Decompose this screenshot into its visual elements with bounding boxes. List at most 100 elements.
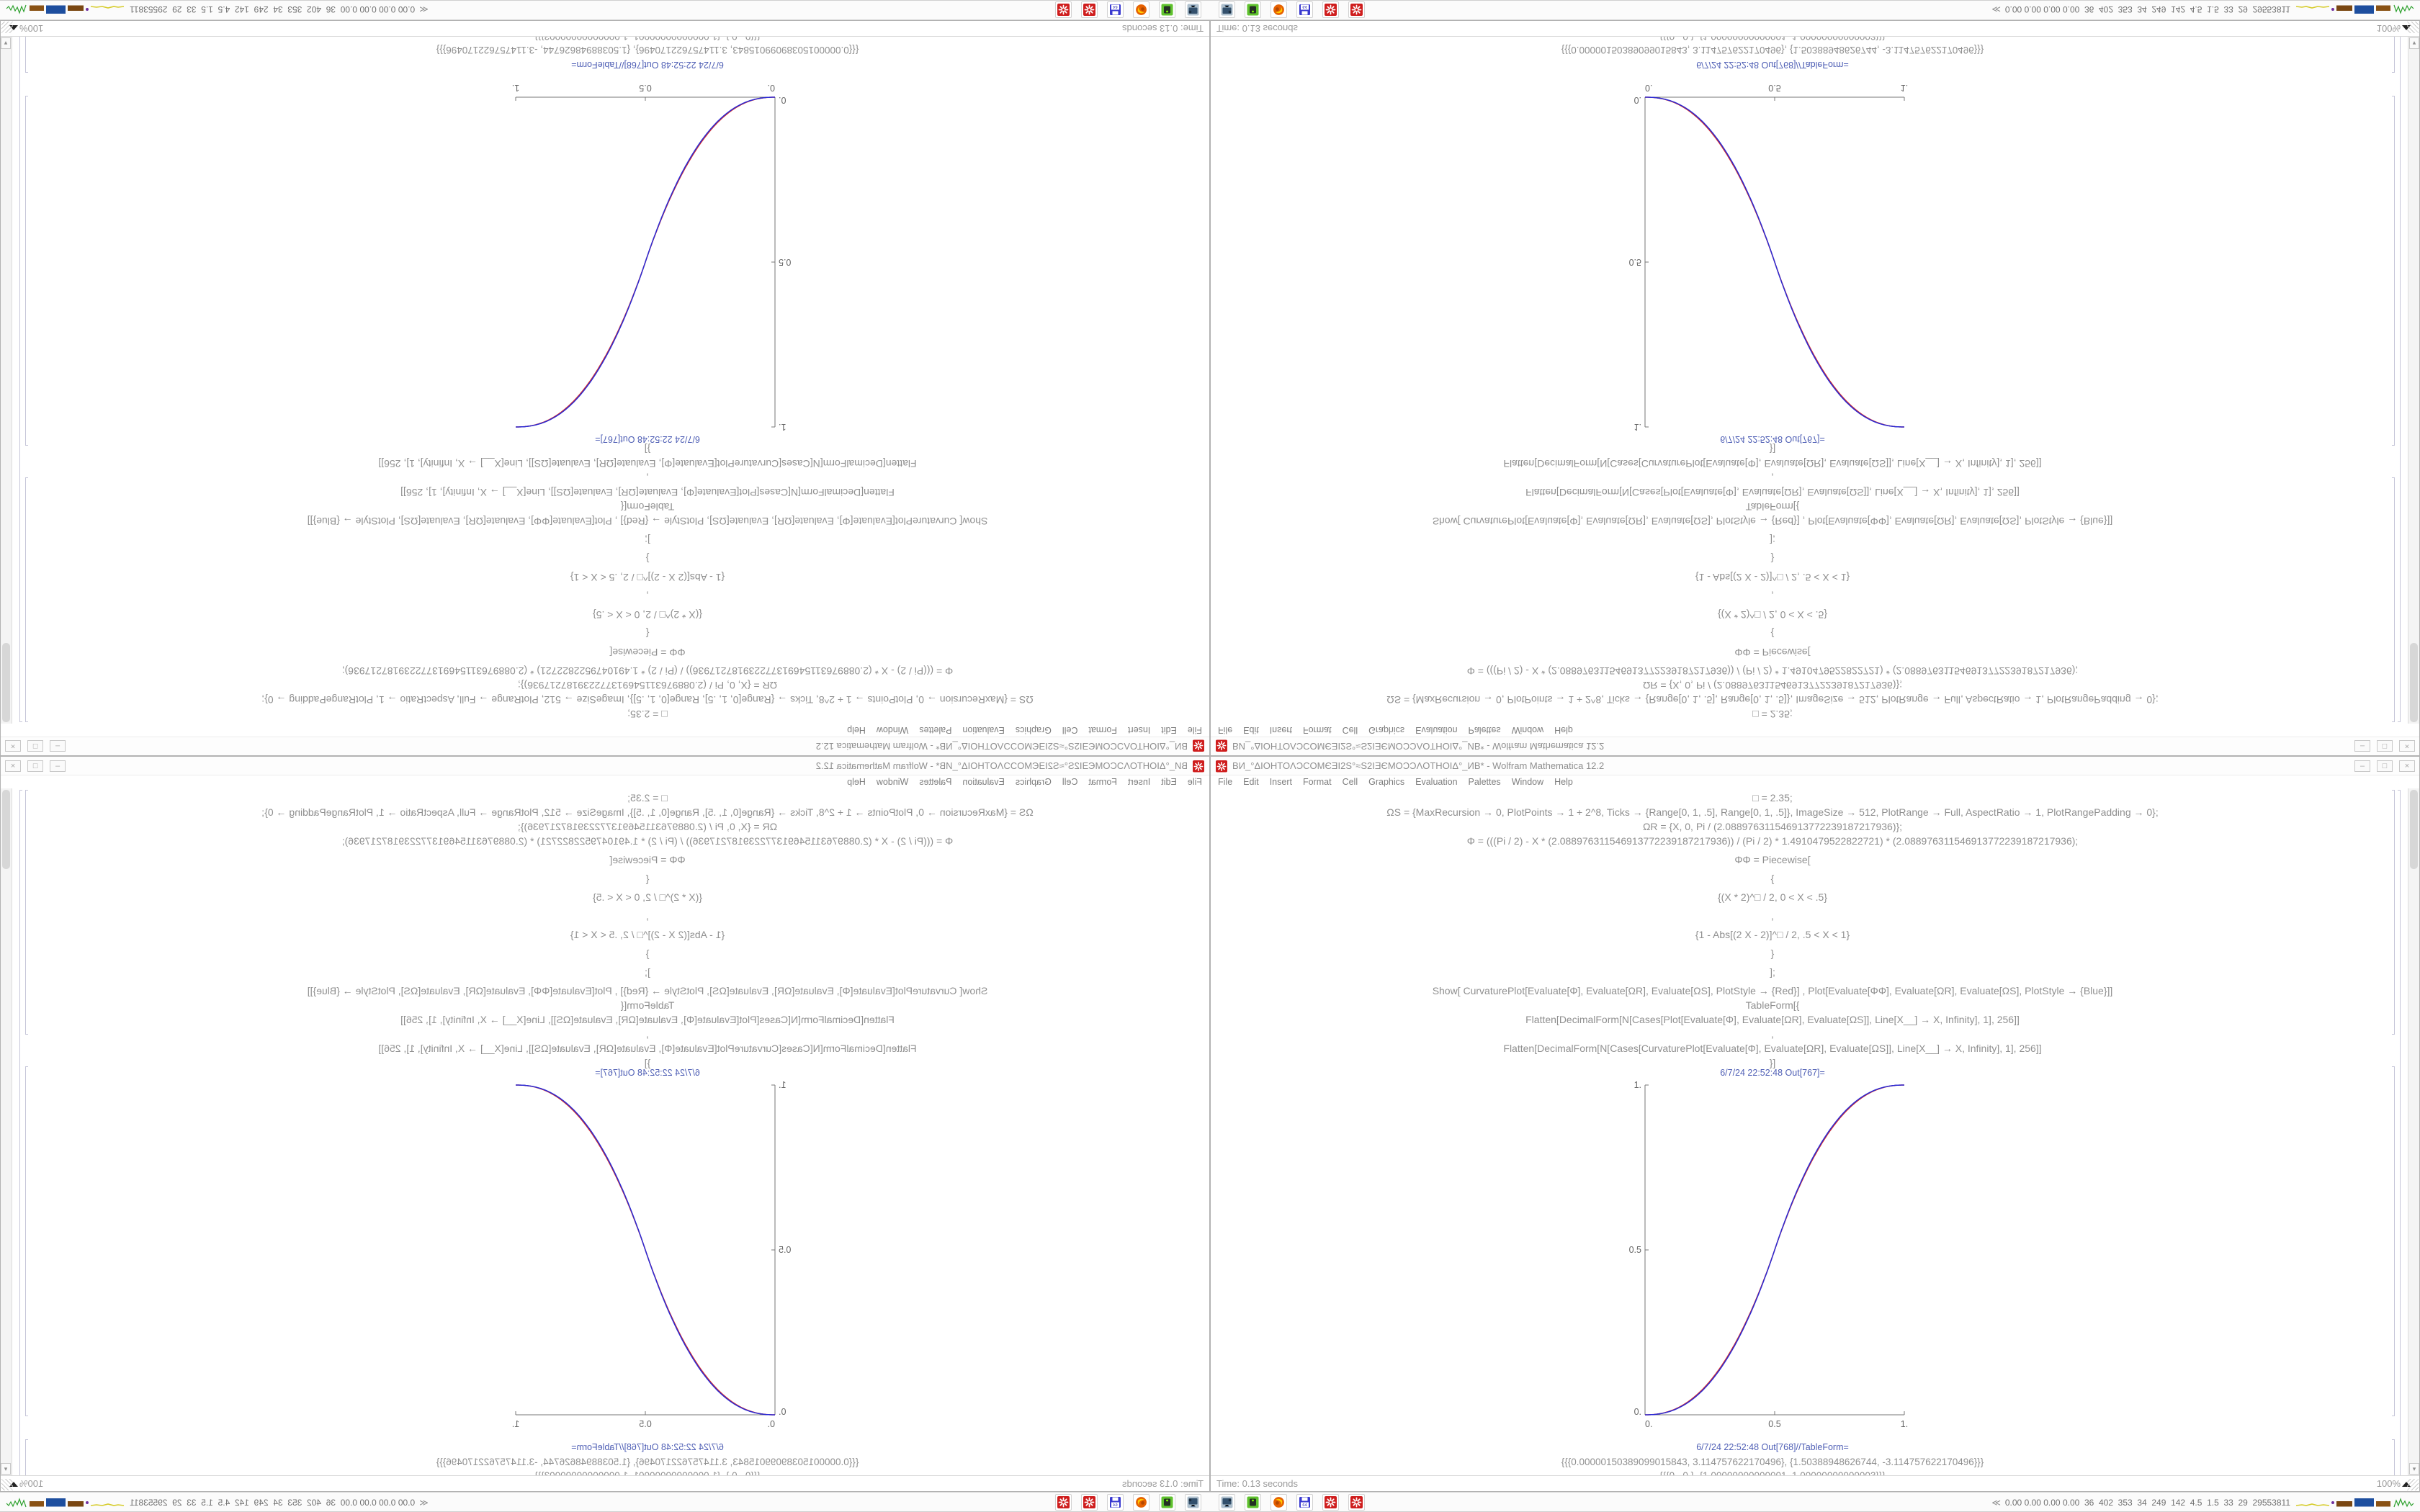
input-code-line[interactable]: ΩS = {MaxRecursion → 0, PlotPoints → 1 +…	[261, 806, 1034, 818]
input-code-line[interactable]: {1 - Abs[(2 X - 2)]^□ / 2, .5 < X < 1}	[1695, 572, 1850, 583]
magnification-caret-icon[interactable]	[2402, 1482, 2411, 1487]
input-code-line[interactable]: Flatten[DecimalForm[N[Cases[CurvaturePlo…	[1503, 1043, 2042, 1054]
tray-icon-screenshot-monitor[interactable]	[1219, 1494, 1235, 1511]
tray-icon-mathematica-gear[interactable]	[1055, 1494, 1072, 1511]
menu-item-evaluation[interactable]: Evaluation	[962, 777, 1005, 787]
menu-item-graphics[interactable]: Graphics	[1015, 777, 1052, 787]
magnification-label[interactable]: 100%	[2376, 1478, 2401, 1489]
table-cell-bracket[interactable]	[25, 1439, 28, 1475]
menu-item-palettes[interactable]: Palettes	[919, 725, 952, 735]
input-code-line[interactable]: }]	[1769, 444, 1776, 455]
tray-icon-mathematica-gear[interactable]	[1081, 1, 1098, 18]
tray-icon-firefox[interactable]	[1270, 1494, 1287, 1511]
input-code-line[interactable]: Flatten[DecimalForm[N[Cases[Plot[Evaluat…	[400, 487, 895, 498]
menu-item-palettes[interactable]: Palettes	[1468, 725, 1501, 735]
minimize-button[interactable]: –	[2354, 740, 2370, 752]
input-code-line[interactable]: Flatten[DecimalForm[N[Cases[Plot[Evaluat…	[400, 1014, 895, 1025]
input-code-line[interactable]: {	[1770, 628, 1775, 639]
menu-item-help[interactable]: Help	[847, 777, 866, 787]
input-code-line[interactable]: ΦΦ = Piecewise[	[609, 854, 686, 865]
magnification-label[interactable]: 100%	[2376, 23, 2401, 34]
menu-item-file[interactable]: File	[1187, 725, 1202, 735]
input-code-line[interactable]: {(X * 2)^□ / 2, 0 < X < .5}	[593, 609, 702, 621]
chevron-icon[interactable]: ≪	[1991, 1498, 2001, 1508]
input-code-line[interactable]: }	[1770, 948, 1775, 959]
input-code-line[interactable]: }	[645, 553, 650, 564]
menu-item-insert[interactable]: Insert	[1128, 725, 1151, 735]
menu-item-evaluation[interactable]: Evaluation	[1415, 777, 1458, 787]
menu-item-graphics[interactable]: Graphics	[1015, 725, 1052, 735]
menu-item-window[interactable]: Window	[1511, 725, 1544, 735]
tray-icon-floppy-64[interactable]: 64	[1296, 1, 1313, 18]
chevron-icon[interactable]: ≪	[1991, 4, 2001, 14]
menu-item-edit[interactable]: Edit	[1161, 777, 1177, 787]
input-code-line[interactable]: Flatten[DecimalForm[N[Cases[CurvaturePlo…	[378, 458, 917, 469]
input-code-line[interactable]: ,	[1771, 472, 1774, 484]
tray-icon-device-green[interactable]	[1159, 1494, 1175, 1511]
input-cell[interactable]: □ = 2.35; ΩS = {MaxRecursion → 0, PlotPoi…	[1211, 443, 2334, 722]
input-code-line[interactable]: ,	[1771, 910, 1774, 922]
cell-group-bracket[interactable]	[2398, 790, 2401, 1475]
menu-item-format[interactable]: Format	[1302, 725, 1332, 735]
vertical-scrollbar[interactable]: ▾	[2408, 37, 2419, 724]
resize-grip[interactable]	[1, 1479, 13, 1490]
window-titlebar[interactable]: ВИ_°ΔIOHTOΛƆCOMЄƎI2S°≈S2IƎЄMOƆƆΛOTHOIΔ°_…	[1, 757, 1209, 775]
input-code-line[interactable]: Φ = (((Pi / 2) - X * (2.0889763115469137…	[341, 665, 954, 677]
scrollbar-thumb[interactable]	[2, 643, 10, 722]
input-code-line[interactable]: ΩR = {X, 0, Pi / (2.08897631154691377223…	[517, 821, 778, 832]
input-code-line[interactable]: ];	[645, 534, 650, 546]
tray-icon-floppy-64[interactable]: 64	[1107, 1494, 1124, 1511]
menu-item-window[interactable]: Window	[876, 777, 909, 787]
notebook-area[interactable]: □ = 2.35; ΩS = {MaxRecursion → 0, PlotPoi…	[1211, 37, 2409, 724]
tray-icon-mathematica-gear[interactable]	[1322, 1, 1339, 18]
input-code-line[interactable]: ΩR = {X, 0, Pi / (2.08897631154691377223…	[1642, 821, 1903, 832]
input-code-line[interactable]: ,	[1771, 1028, 1774, 1040]
input-code-line[interactable]: ];	[1770, 534, 1775, 546]
close-button[interactable]: ×	[5, 760, 21, 772]
scrollbar-thumb[interactable]	[2410, 790, 2418, 869]
input-code-line[interactable]: ΦΦ = Piecewise[	[1734, 854, 1811, 865]
input-code-line[interactable]: □ = 2.35;	[1752, 708, 1793, 720]
input-code-line[interactable]: Show[ CurvaturePlot[Evaluate[Φ], Evaluat…	[1432, 516, 2113, 527]
input-code-line[interactable]: {(X * 2)^□ / 2, 0 < X < .5}	[1718, 891, 1827, 903]
input-code-line[interactable]: }]	[1769, 1057, 1776, 1068]
input-code-line[interactable]: Show[ CurvaturePlot[Evaluate[Φ], Evaluat…	[1432, 985, 2113, 996]
input-code-line[interactable]: ];	[1770, 966, 1775, 978]
input-code-line[interactable]: ΩS = {MaxRecursion → 0, PlotPoints → 1 +…	[261, 694, 1034, 706]
menu-item-format[interactable]: Format	[1088, 777, 1118, 787]
resize-grip[interactable]	[2407, 1479, 2419, 1490]
window-titlebar[interactable]: ВИ_°ΔIOHTOΛƆCOMЄƎI2S°≈S2IƎЄMOƆƆΛOTHOIΔ°_…	[1, 737, 1209, 755]
menu-item-cell[interactable]: Cell	[1342, 777, 1358, 787]
input-cell[interactable]: □ = 2.35; ΩS = {MaxRecursion → 0, PlotPoi…	[86, 790, 1209, 1069]
tray-icon-mathematica-gear[interactable]	[1348, 1, 1365, 18]
input-code-line[interactable]: Flatten[DecimalForm[N[Cases[Plot[Evaluat…	[1525, 487, 2020, 498]
menu-item-edit[interactable]: Edit	[1161, 725, 1177, 735]
tray-icon-screenshot-monitor[interactable]	[1219, 1, 1235, 18]
input-code-line[interactable]: Flatten[DecimalForm[N[Cases[Plot[Evaluat…	[1525, 1014, 2020, 1025]
input-code-line[interactable]: {	[645, 873, 650, 884]
input-code-line[interactable]: ΩR = {X, 0, Pi / (2.08897631154691377223…	[1642, 680, 1903, 691]
input-cell[interactable]: □ = 2.35; ΩS = {MaxRecursion → 0, PlotPoi…	[1211, 790, 2334, 1069]
vertical-scrollbar[interactable]: ▾	[1, 788, 12, 1475]
input-code-line[interactable]: }	[645, 948, 650, 959]
input-code-line[interactable]: {	[645, 628, 650, 639]
input-code-line[interactable]: }	[1770, 553, 1775, 564]
menu-item-help[interactable]: Help	[1554, 777, 1573, 787]
window-titlebar[interactable]: ВИ_°ΔIOHTOΛƆCOMЄƎI2S°≈S2IƎЄMOƆƆΛOTHOIΔ°_…	[1211, 757, 2419, 775]
input-code-line[interactable]: ,	[1771, 590, 1774, 602]
menu-item-graphics[interactable]: Graphics	[1368, 777, 1405, 787]
menu-item-window[interactable]: Window	[876, 725, 909, 735]
input-code-line[interactable]: ,	[646, 1028, 649, 1040]
notebook-area[interactable]: □ = 2.35; ΩS = {MaxRecursion → 0, PlotPoi…	[1211, 788, 2409, 1475]
menu-item-evaluation[interactable]: Evaluation	[962, 725, 1005, 735]
tray-icon-firefox[interactable]	[1270, 1, 1287, 18]
input-code-line[interactable]: {	[1770, 873, 1775, 884]
tray-icon-floppy-64[interactable]: 64	[1107, 1, 1124, 18]
input-code-line[interactable]: □ = 2.35;	[627, 792, 668, 804]
window-titlebar[interactable]: ВИ_°ΔIOHTOΛƆCOMЄƎI2S°≈S2IƎЄMOƆƆΛOTHOIΔ°_…	[1211, 737, 2419, 755]
input-code-line[interactable]: Φ = (((Pi / 2) - X * (2.0889763115469137…	[1466, 665, 2079, 677]
maximize-button[interactable]: □	[2377, 740, 2393, 752]
maximize-button[interactable]: □	[27, 740, 43, 752]
scrollbar-thumb[interactable]	[2, 790, 10, 869]
input-code-line[interactable]: {(X * 2)^□ / 2, 0 < X < .5}	[593, 891, 702, 903]
